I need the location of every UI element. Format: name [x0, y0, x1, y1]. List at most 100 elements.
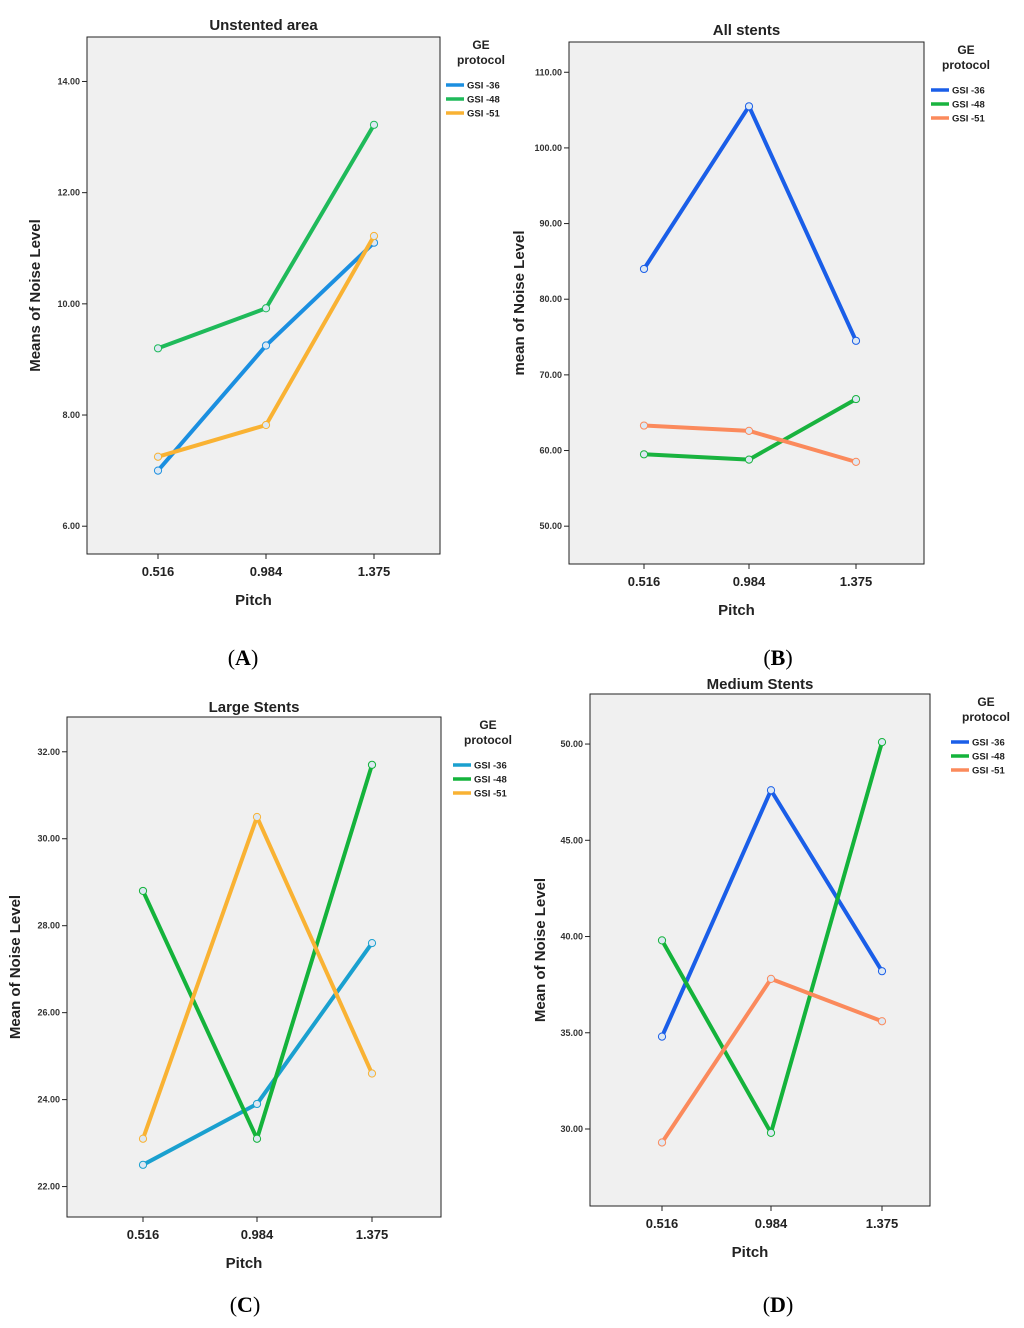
chart-a-xtick-label: 0.984: [250, 564, 283, 579]
chart-c-ytick-label: 24.00: [37, 1095, 60, 1105]
chart-a-x-axis-label: Pitch: [235, 592, 272, 609]
chart-b-plot-area: [568, 41, 925, 565]
chart-b-xtick-label: 0.516: [628, 574, 661, 589]
chart-a-ytick-label: 14.00: [57, 76, 80, 86]
chart-a-point-gsi-48: [369, 120, 379, 129]
chart-b-ytick-label: 50.00: [539, 521, 562, 531]
chart-c-xtick-label: 1.375: [356, 1227, 389, 1242]
chart-c-point-gsi-51: [252, 812, 262, 822]
chart-c-ytick-label: 22.00: [37, 1182, 60, 1192]
chart-c-point-gsi-51: [367, 1069, 377, 1078]
chart-a-plot-area: [86, 36, 441, 555]
chart-c-ytick-label: 26.00: [37, 1008, 60, 1018]
chart-c-plot-area: [66, 716, 442, 1218]
chart-b-legend-title: protocol: [942, 58, 990, 72]
chart-b-xtick-label: 0.984: [733, 574, 766, 589]
chart-b-legend-label: GSI -48: [952, 100, 985, 111]
chart-b-point-gsi-48: [639, 450, 649, 459]
chart-a-ytick-label: 8.00: [62, 410, 80, 420]
chart-b-ytick-label: 100.00: [534, 143, 562, 153]
chart-c-point-gsi-36: [138, 1160, 148, 1169]
chart-b-legend-label: GSI -36: [952, 86, 985, 97]
chart-d-xtick-label: 1.375: [866, 1216, 899, 1231]
chart-a-legend-label: GSI -36: [467, 81, 500, 92]
chart-c-point-gsi-36: [367, 938, 377, 948]
chart-a-point-gsi-48: [261, 304, 271, 313]
chart-a-point-gsi-51: [261, 420, 271, 430]
chart-b-point-gsi-51: [851, 457, 861, 466]
panel-label-c: (C): [230, 1292, 261, 1317]
chart-b-ytick-label: 70.00: [539, 370, 562, 380]
chart-d-ytick-label: 35.00: [560, 1028, 583, 1038]
chart-a-point-gsi-51: [153, 452, 163, 461]
chart-c-ytick-label: 32.00: [37, 747, 60, 757]
chart-b-x-axis-label: Pitch: [718, 602, 755, 619]
chart-d-point-gsi-51: [766, 974, 776, 983]
chart-a-title: Unstented area: [209, 17, 318, 34]
chart-a-ytick-label: 12.00: [57, 188, 80, 198]
chart-a-point-gsi-36: [153, 466, 163, 475]
chart-d-xtick-label: 0.984: [755, 1216, 788, 1231]
chart-panel-c: Large Stents 22.00 24.00 26.00 28.00 30.00 32.…: [7, 699, 512, 1272]
chart-d-legend-title: protocol: [962, 710, 1010, 724]
chart-d-point-gsi-36: [657, 1032, 667, 1041]
chart-d-ytick-label: 45.00: [560, 835, 583, 845]
chart-c-point-gsi-48: [367, 760, 377, 769]
chart-d-legend-label: GSI -51: [972, 766, 1005, 777]
chart-c-legend-label: GSI -48: [474, 775, 507, 786]
chart-a-legend-label: GSI -48: [467, 95, 500, 106]
chart-c-legend-title: GE: [479, 718, 496, 732]
chart-c-point-gsi-36: [252, 1099, 262, 1109]
chart-c-point-gsi-51: [138, 1134, 148, 1143]
chart-c-y-axis-label: Mean of Noise Level: [7, 895, 24, 1039]
chart-c-x-axis-label: Pitch: [226, 1255, 263, 1272]
chart-a-ytick-label: 10.00: [57, 299, 80, 309]
chart-b-point-gsi-48: [744, 455, 754, 464]
chart-a-legend-label: GSI -51: [467, 109, 500, 120]
chart-d-title: Medium Stents: [707, 676, 814, 693]
chart-d-point-gsi-48: [766, 1128, 776, 1137]
chart-d-xtick-label: 0.516: [646, 1216, 679, 1231]
panel-label-a: (A): [228, 645, 259, 670]
chart-b-point-gsi-36: [851, 336, 861, 345]
chart-a-point-gsi-36: [261, 341, 271, 350]
chart-panel-d: Medium Stents 30.00 35.00 40.00 45.00 50.00 0.…: [532, 676, 1010, 1261]
chart-b-legend-title: GE: [957, 43, 974, 57]
chart-a-xtick-label: 1.375: [358, 564, 391, 579]
chart-c-title: Large Stents: [209, 699, 300, 716]
chart-d-ytick-label: 50.00: [560, 739, 583, 749]
panel-label-d: (D): [763, 1292, 794, 1317]
chart-b-xtick-label: 1.375: [840, 574, 873, 589]
chart-a-point-gsi-51: [369, 231, 379, 241]
chart-d-x-axis-label: Pitch: [732, 1244, 769, 1261]
chart-c-point-gsi-48: [252, 1134, 262, 1143]
chart-b-legend-label: GSI -51: [952, 114, 985, 125]
chart-b-point-gsi-48: [851, 394, 861, 404]
chart-d-legend-label: GSI -48: [972, 752, 1005, 763]
chart-c-ytick-label: 30.00: [37, 834, 60, 844]
chart-b-y-axis-label: mean of Noise Level: [511, 230, 528, 375]
chart-c-legend-label: GSI -36: [474, 761, 507, 772]
chart-d-point-gsi-36: [766, 786, 776, 795]
chart-a-xtick-label: 0.516: [142, 564, 175, 579]
chart-d-point-gsi-48: [877, 738, 887, 747]
chart-d-point-gsi-48: [657, 936, 667, 945]
chart-c-xtick-label: 0.984: [241, 1227, 274, 1242]
chart-panel-a: Unstented area 6.00 8.00 10.00 12.00 14.00 0.5…: [27, 17, 505, 609]
chart-d-ytick-label: 40.00: [560, 932, 583, 942]
chart-a-legend-title: protocol: [457, 53, 505, 67]
chart-c-legend-title: protocol: [464, 733, 512, 747]
chart-c-legend-label: GSI -51: [474, 789, 507, 800]
chart-panel-b: All stents 50.00 60.00 70.00 80.00 90.00 100.0…: [511, 22, 990, 619]
chart-d-legend-title: GE: [977, 695, 994, 709]
panel-label-b: (B): [763, 645, 792, 670]
chart-a-ytick-label: 6.00: [62, 521, 80, 531]
chart-b-point-gsi-36: [639, 264, 649, 274]
chart-d-plot-area: [589, 693, 931, 1207]
chart-d-point-gsi-51: [657, 1138, 667, 1147]
chart-b-ytick-label: 60.00: [539, 446, 562, 456]
chart-b-point-gsi-51: [744, 426, 754, 435]
chart-a-y-axis-label: Means of Noise Level: [27, 219, 44, 372]
chart-a-point-gsi-48: [153, 344, 163, 353]
